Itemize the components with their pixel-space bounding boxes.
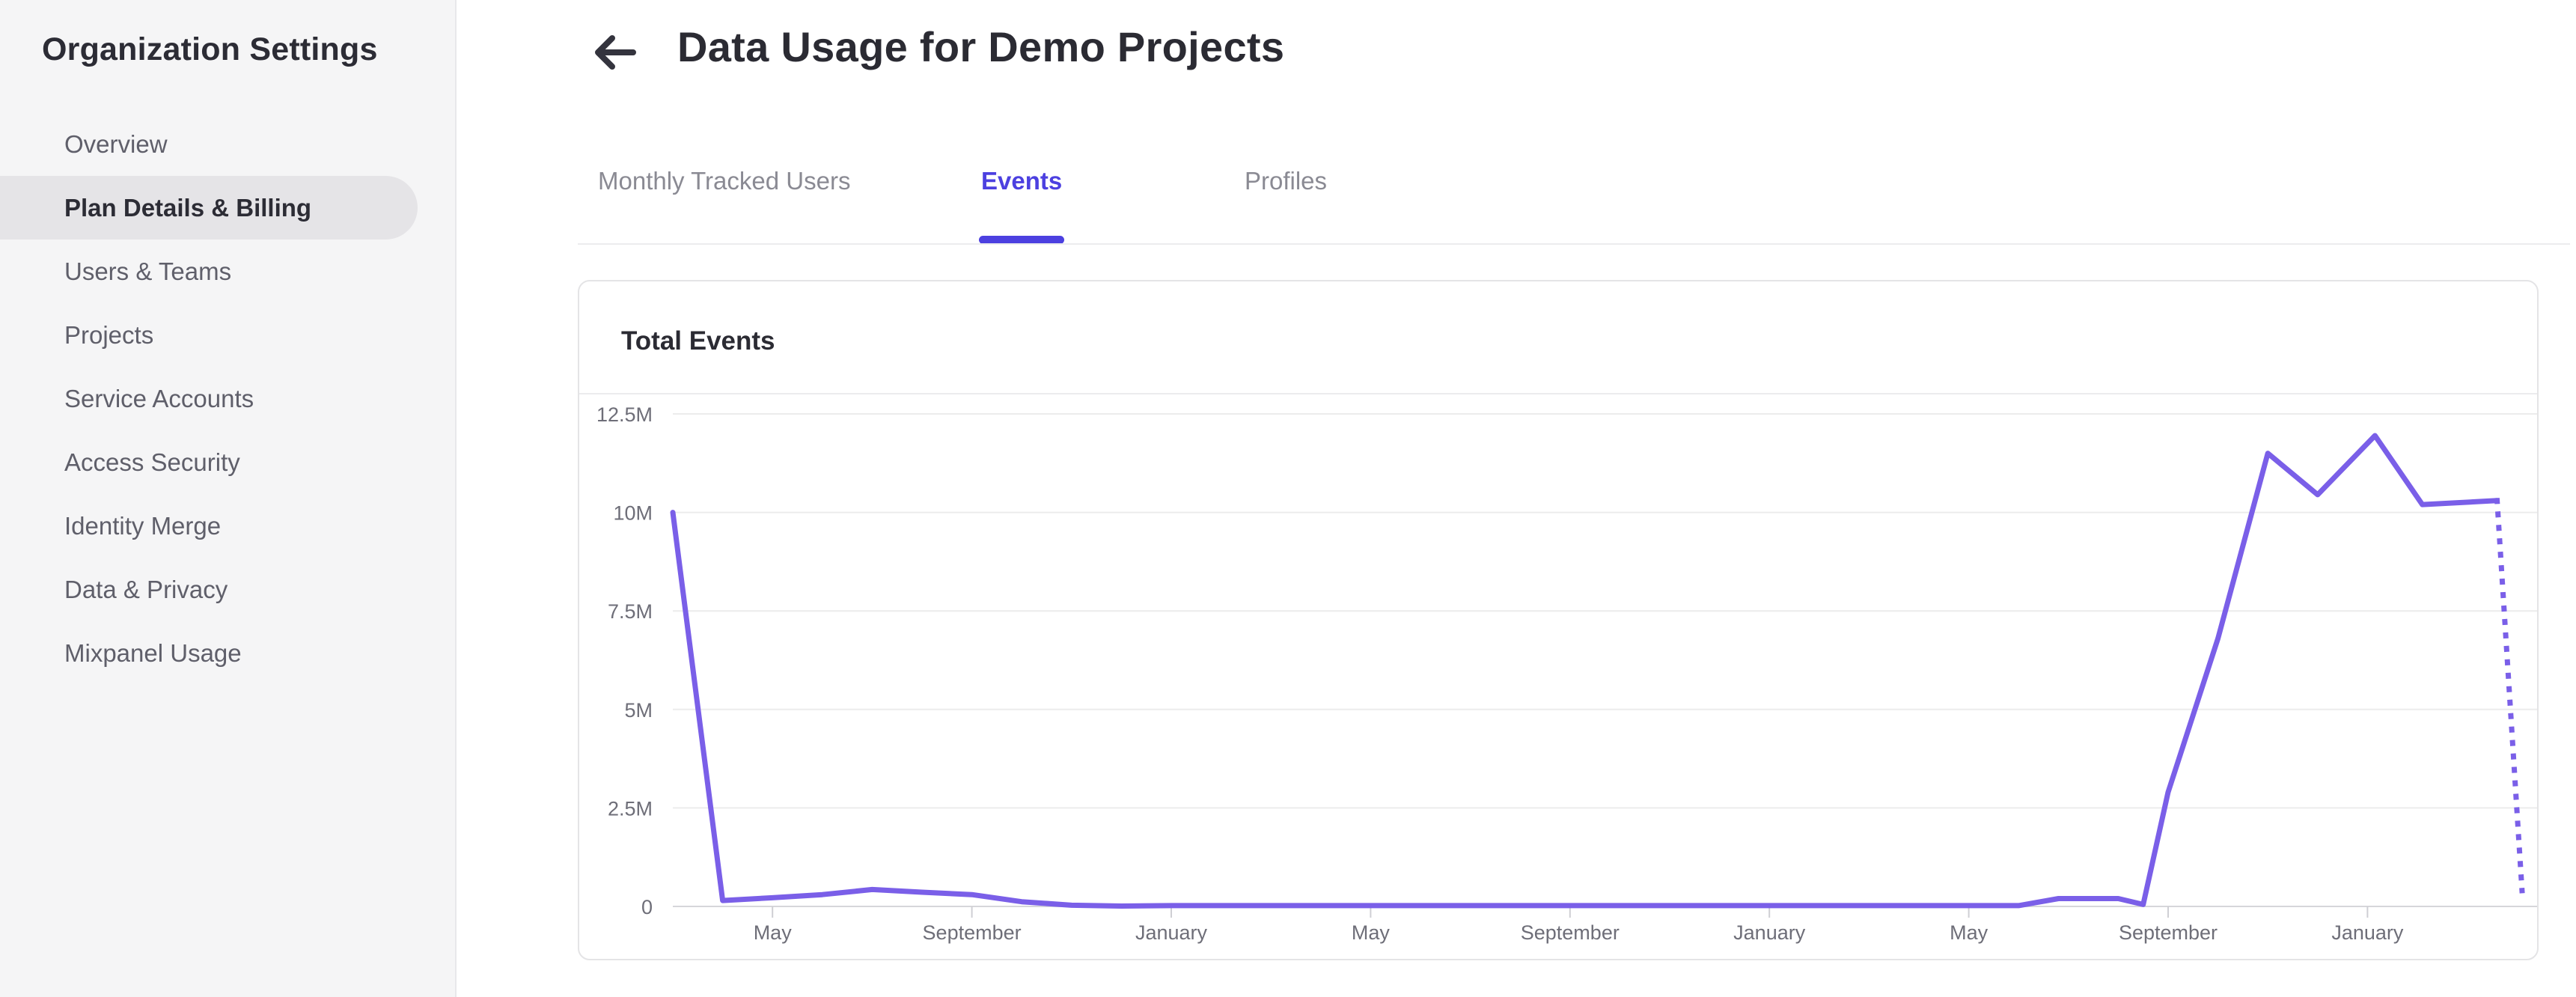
y-axis-label-7.5M: 7.5M xyxy=(608,600,653,623)
x-axis-label-1-september: September xyxy=(923,921,1022,944)
x-axis-label-8-january: January xyxy=(2331,921,2404,944)
x-axis-label-7-september: September xyxy=(2119,921,2218,944)
page-title: Data Usage for Demo Projects xyxy=(677,23,1285,70)
y-axis-label-2.5M: 2.5M xyxy=(608,797,653,820)
card-divider xyxy=(579,393,2537,394)
sidebar-nav: Overview Plan Details & Billing Users & Te… xyxy=(0,112,457,685)
x-axis-label-4-september: September xyxy=(1521,921,1620,944)
sidebar-item-plan-details-billing[interactable]: Plan Details & Billing xyxy=(0,176,418,240)
x-axis-label-0-may: May xyxy=(754,921,793,944)
total-events-line-chart[interactable]: 0 2.5M 5M 7.5M 10M 12.5M May September January Ma… xyxy=(579,394,2537,960)
tab-bar: Monthly Tracked Users Events Profiles xyxy=(0,156,2576,244)
sidebar-item-mixpanel-usage[interactable]: Mixpanel Usage xyxy=(64,638,242,667)
sidebar-item-users-teams[interactable]: Users & Teams xyxy=(64,257,232,285)
sidebar-item-identity-merge[interactable]: Identity Merge xyxy=(64,511,222,540)
tab-monthly-tracked-users[interactable]: Monthly Tracked Users xyxy=(598,167,851,195)
sidebar: Organization Settings Overview Plan Detai… xyxy=(0,0,457,997)
y-axis-label-5M: 5M xyxy=(624,699,653,722)
y-axis-label-0: 0 xyxy=(641,896,653,918)
total-events-card: Total Events 0 2.5M 5M 7.5M 10M 12.5M May Septe… xyxy=(578,280,2539,960)
tab-events[interactable]: Events xyxy=(978,156,1065,244)
sidebar-item-projects[interactable]: Projects xyxy=(64,320,154,349)
sidebar-item-overview[interactable]: Overview xyxy=(64,129,168,158)
sidebar-item-access-security[interactable]: Access Security xyxy=(64,448,240,476)
y-axis-label-10M: 10M xyxy=(613,502,653,525)
tab-bar-divider xyxy=(578,243,2570,245)
x-axis-label-6-may: May xyxy=(1950,921,1989,944)
sidebar-title: Organization Settings xyxy=(42,31,378,67)
sidebar-item-service-accounts[interactable]: Service Accounts xyxy=(64,384,254,412)
y-axis-label-12.5M: 12.5M xyxy=(596,403,653,426)
tab-profiles[interactable]: Profiles xyxy=(1245,167,1328,195)
series-total-events-solid xyxy=(670,433,2500,909)
x-axis-label-2-january: January xyxy=(1135,921,1208,944)
x-axis-label-5-january: January xyxy=(1733,921,1806,944)
series-total-events-incomplete-current-period-dotted xyxy=(2494,498,2525,894)
sidebar-item-data-privacy[interactable]: Data & Privacy xyxy=(64,575,228,603)
back-button[interactable] xyxy=(590,28,639,76)
x-axis-label-3-may: May xyxy=(1352,921,1391,944)
card-title: Total Events xyxy=(621,326,775,356)
left-arrow-icon xyxy=(595,35,636,70)
